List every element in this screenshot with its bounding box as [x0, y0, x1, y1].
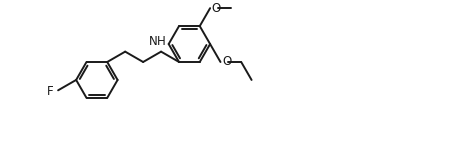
- Text: O: O: [222, 55, 231, 68]
- Text: N: N: [149, 35, 158, 48]
- Text: H: H: [157, 35, 165, 48]
- Text: O: O: [212, 2, 221, 15]
- Text: F: F: [47, 85, 54, 98]
